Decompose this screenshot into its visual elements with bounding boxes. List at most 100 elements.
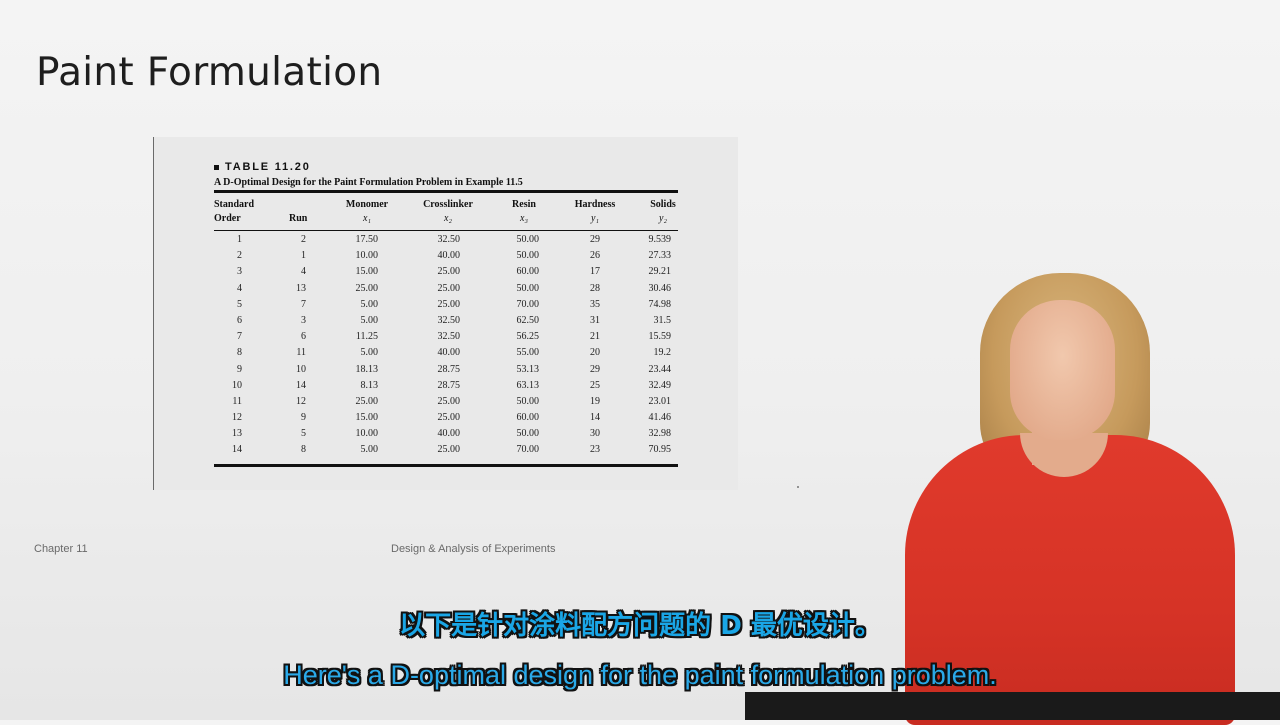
table-cell: 9.539: [648, 234, 672, 245]
header-sub: y₁: [591, 213, 599, 224]
table-cell: 30: [590, 428, 600, 440]
header-sub: x₂: [444, 213, 452, 224]
table-cell: 13: [296, 282, 306, 294]
table-row: 8 11 5.00 40.00 55.00 20 19.2: [154, 347, 739, 363]
table-cell: 14: [296, 379, 306, 391]
table-cell: 6: [301, 331, 306, 343]
header-line1: Solids: [650, 199, 676, 210]
table-row: 14 8 5.00 25.00 70.00 23 70.95: [154, 444, 739, 460]
table-row: 13 5 10.00 40.00 50.00 30 32.98: [154, 428, 739, 444]
table-cell: 50.00: [516, 395, 540, 407]
table-cell: 25.00: [355, 395, 379, 407]
table-cell: 6: [237, 314, 242, 326]
table-row: 4 13 25.00 25.00 50.00 28 30.46: [154, 283, 739, 299]
table-cell: 8: [301, 444, 306, 456]
table-cell: 9: [301, 412, 306, 424]
footer-course: Design & Analysis of Experiments: [391, 543, 556, 555]
table-cell: 50.00: [516, 282, 540, 294]
table-row: 5 7 5.00 25.00 70.00 35 74.98: [154, 299, 739, 315]
header-sub: x₁: [363, 213, 371, 224]
table-cell: 5.00: [360, 298, 379, 310]
header-line1: Hardness: [574, 199, 616, 210]
table-cell: 5: [237, 298, 242, 310]
table-cell: 25.00: [437, 444, 461, 456]
table-cell: 5.00: [360, 347, 379, 359]
table-cell: 4: [237, 282, 242, 294]
table-cell: 17.50: [355, 234, 379, 245]
table-cell: 25.00: [437, 266, 461, 278]
table-cell: 70.00: [516, 298, 540, 310]
header-line1: Resin: [512, 199, 536, 210]
table-cell: 12: [296, 395, 306, 407]
presenter-video: [880, 265, 1260, 725]
table-cell: 32.98: [648, 428, 672, 440]
header-line1: Crosslinker: [423, 199, 473, 210]
table-cell: 31: [590, 314, 600, 326]
presenter-dress: [905, 435, 1235, 725]
table-cell: 21: [590, 331, 600, 343]
table-cell: 40.00: [437, 347, 461, 359]
table-cell: 7: [237, 331, 242, 343]
header-line1: [289, 198, 307, 212]
table-cell: 2: [301, 234, 306, 245]
table-cell: 25.00: [437, 412, 461, 424]
table-cell: 29.21: [648, 266, 672, 278]
table-cell: 41.46: [648, 412, 672, 424]
table-cell: 11.25: [355, 331, 378, 343]
table-cell: 53.13: [516, 363, 540, 375]
subtitle-english: Here's a D-optimal design for the paint …: [283, 660, 997, 690]
table-cell: 3: [237, 266, 242, 278]
header-solids: Solids y₂: [647, 198, 679, 226]
table-cell: 70.95: [648, 444, 672, 456]
table-cell: 28.75: [437, 363, 461, 375]
table-cell: 12: [232, 412, 242, 424]
table-cell: 56.25: [516, 331, 540, 343]
table-cell: 28.75: [437, 379, 461, 391]
table-row: 1 2 17.50 32.50 50.00 29 9.539: [154, 234, 739, 250]
table-cell: 18.13: [355, 363, 379, 375]
header-sub: y₂: [659, 213, 667, 224]
table-cell: 5: [301, 428, 306, 440]
header-resin: Resin x₃: [507, 198, 541, 226]
table-cell: 10.00: [355, 250, 379, 262]
header-sub: x₃: [520, 213, 528, 224]
table-header-rule: [214, 230, 678, 231]
header-run: Run: [289, 198, 307, 226]
table-cell: 60.00: [516, 412, 540, 424]
table-top-rule: [214, 190, 678, 193]
table-cell: 14: [590, 412, 600, 424]
table-cell: 63.13: [516, 379, 540, 391]
table-cell: 40.00: [437, 428, 461, 440]
table-row: 12 9 15.00 25.00 60.00 14 41.46: [154, 412, 739, 428]
table-cell: 5.00: [360, 444, 379, 456]
podium: [745, 692, 1280, 720]
table-cell: 15.00: [355, 412, 379, 424]
table-row: 3 4 15.00 25.00 60.00 17 29.21: [154, 266, 739, 282]
table-cell: 8.13: [360, 379, 379, 391]
table-cell: 35: [590, 298, 600, 310]
table-cell: 10.00: [355, 428, 379, 440]
table-cell: 10: [232, 379, 242, 391]
table-cell: 60.00: [516, 266, 540, 278]
table-cell: 74.98: [648, 298, 672, 310]
table-cell: 30.46: [648, 282, 672, 294]
table-cell: 27.33: [648, 250, 672, 262]
presenter-face: [1010, 300, 1115, 440]
table-cell: 17: [590, 266, 600, 278]
table-cell: 11: [296, 347, 306, 359]
subtitle-chinese: 以下是针对涂料配方问题的 D 最优设计。: [399, 611, 881, 641]
table-cell: 25.00: [437, 395, 461, 407]
table-cell: 8: [237, 347, 242, 359]
table-cell: 4: [301, 266, 306, 278]
table-cell: 40.00: [437, 250, 461, 262]
header-line2: Order: [214, 213, 241, 224]
table-cell: 55.00: [516, 347, 540, 359]
table-row: 2 1 10.00 40.00 50.00 26 27.33: [154, 250, 739, 266]
table-cell: 9: [237, 363, 242, 375]
table-cell: 50.00: [516, 250, 540, 262]
table-cell: 32.50: [437, 234, 461, 245]
table-cell: 15.59: [648, 331, 672, 343]
table-cell: 32.49: [648, 379, 672, 391]
table-cell: 23.44: [648, 363, 672, 375]
header-line2: Run: [289, 213, 308, 224]
